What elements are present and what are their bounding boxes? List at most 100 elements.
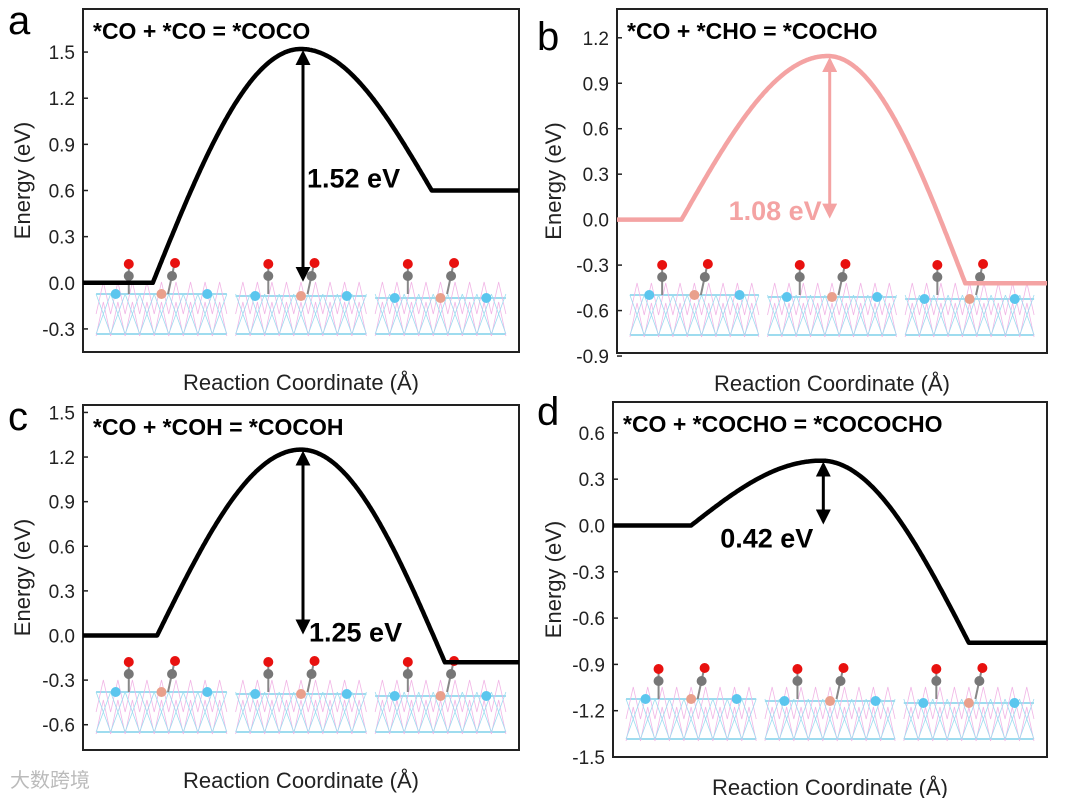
panel-letter: a: [8, 0, 31, 43]
oxygen-atom: [170, 258, 181, 268]
plot-frame: [612, 401, 1048, 758]
metal-atom: [781, 292, 792, 302]
carbon-atom: [402, 271, 413, 281]
lattice-cross: [904, 294, 1035, 336]
energy-profile-line: [82, 447, 520, 665]
carbon-atom: [835, 676, 846, 686]
y-tick-label: 0.9: [49, 493, 75, 514]
oxygen-atom: [977, 663, 988, 673]
y-tick-label: -0.6: [42, 716, 75, 737]
metal-atom: [644, 290, 655, 300]
carbon-atom: [306, 271, 317, 281]
y-tick-label: 0.9: [583, 74, 609, 95]
oxygen-atom: [402, 259, 413, 269]
carbon-atom: [837, 272, 848, 282]
lattice-cross: [903, 698, 1035, 740]
metal-atom: [640, 694, 651, 704]
oxygen-atom: [931, 664, 942, 674]
y-tick-label: 0.0: [49, 274, 75, 295]
carbon-atom: [167, 271, 178, 281]
energy-profile-line: [616, 53, 1048, 286]
oxygen-atom: [702, 259, 713, 269]
y-tick-label: 0.3: [579, 470, 605, 491]
metal-atom: [686, 694, 697, 704]
oxygen-atom: [840, 259, 851, 269]
y-tick-label: 0.3: [49, 228, 75, 249]
carbon-atom: [932, 272, 943, 282]
x-axis-label: Reaction Coordinate (Å): [183, 768, 419, 793]
metal-atom: [296, 291, 306, 301]
lattice-pink: [235, 281, 367, 337]
oxygen-atom: [123, 259, 134, 269]
carbon-atom: [306, 669, 317, 679]
lattice-cross: [767, 294, 897, 336]
oxygen-atom: [263, 657, 274, 667]
y-tick-label: -0.3: [42, 671, 75, 692]
lattice-cross: [374, 691, 507, 733]
metal-atom: [156, 289, 167, 299]
y-tick-label: 1.5: [49, 43, 75, 64]
oxygen-atom: [978, 259, 989, 269]
y-tick-label: -0.9: [576, 347, 609, 368]
energy-profile-line: [612, 458, 1048, 646]
lattice-cross: [374, 293, 507, 335]
panel-letter: b: [537, 15, 559, 59]
carbon-atom: [263, 669, 274, 679]
y-tick-label: 0.6: [583, 120, 609, 141]
plot-frame: [82, 404, 520, 751]
y-axis-label: Energy (eV): [10, 519, 35, 636]
metal-atom: [870, 696, 881, 706]
y-tick-label: 0.6: [49, 537, 75, 558]
carbon-atom: [446, 271, 457, 281]
metal-atom: [731, 694, 742, 704]
surface-structure-image: [625, 663, 1035, 742]
y-tick-label: -0.6: [572, 609, 605, 630]
lattice-pink: [374, 679, 507, 735]
metal-atom: [202, 289, 213, 299]
metal-atom: [202, 687, 213, 697]
y-tick-label: 0.3: [583, 165, 609, 186]
y-tick-label: -0.9: [572, 655, 605, 676]
metal-atom: [964, 294, 975, 304]
y-tick-label: 0.6: [49, 181, 75, 202]
oxygen-atom: [699, 663, 710, 673]
barrier-label: 1.52 eV: [307, 164, 400, 194]
surface-structure-image: [95, 656, 507, 735]
oxygen-atom: [123, 657, 134, 667]
lattice-cross: [235, 293, 367, 335]
oxygen-atom: [653, 664, 664, 674]
y-tick-label: 0.9: [49, 135, 75, 156]
carbon-atom: [657, 272, 668, 282]
metal-atom: [689, 290, 700, 300]
barrier-label: 1.08 eV: [729, 196, 822, 226]
watermark: 大数跨境: [10, 768, 90, 792]
oxygen-atom: [309, 258, 320, 268]
y-tick-label: 1.2: [583, 29, 609, 50]
x-axis-label: Reaction Coordinate (Å): [714, 371, 950, 396]
metal-atom: [779, 696, 790, 706]
panel-letter: c: [8, 395, 28, 439]
lattice-pink: [629, 282, 760, 338]
metal-atom: [296, 689, 306, 699]
panel-c: 1.5 1.2 0.9 0.6 0.3 0.0 -0.3 -0.6 Reaction Coord…: [8, 395, 520, 793]
panel-b: 1.2 0.9 0.6 0.3 0.0 -0.3 -0.6 -0.9 Reaction Coor…: [537, 8, 1048, 396]
metal-atom: [919, 294, 930, 304]
y-tick-label: -0.3: [42, 320, 75, 341]
y-tick-label: 1.2: [49, 89, 75, 110]
oxygen-atom: [402, 657, 413, 667]
lattice-cross: [629, 294, 760, 336]
carbon-atom: [402, 669, 413, 679]
y-axis-label: Energy (eV): [541, 521, 566, 638]
oxygen-atom: [170, 656, 181, 666]
panel-title: *CO + *COCHO = *COCOCHO: [623, 411, 943, 437]
carbon-atom: [167, 669, 178, 679]
lattice-pink: [764, 686, 896, 742]
y-tick-label: 0.0: [579, 516, 605, 537]
metal-atom: [110, 687, 121, 697]
carbon-atom: [123, 271, 134, 281]
carbon-atom: [792, 676, 803, 686]
panel-letter: d: [537, 390, 559, 434]
metal-atom: [481, 293, 492, 303]
panel-d: 0.6 0.3 0.0 -0.3 -0.6 -0.9 -1.2 -1.5 Reaction Co…: [537, 390, 1048, 798]
